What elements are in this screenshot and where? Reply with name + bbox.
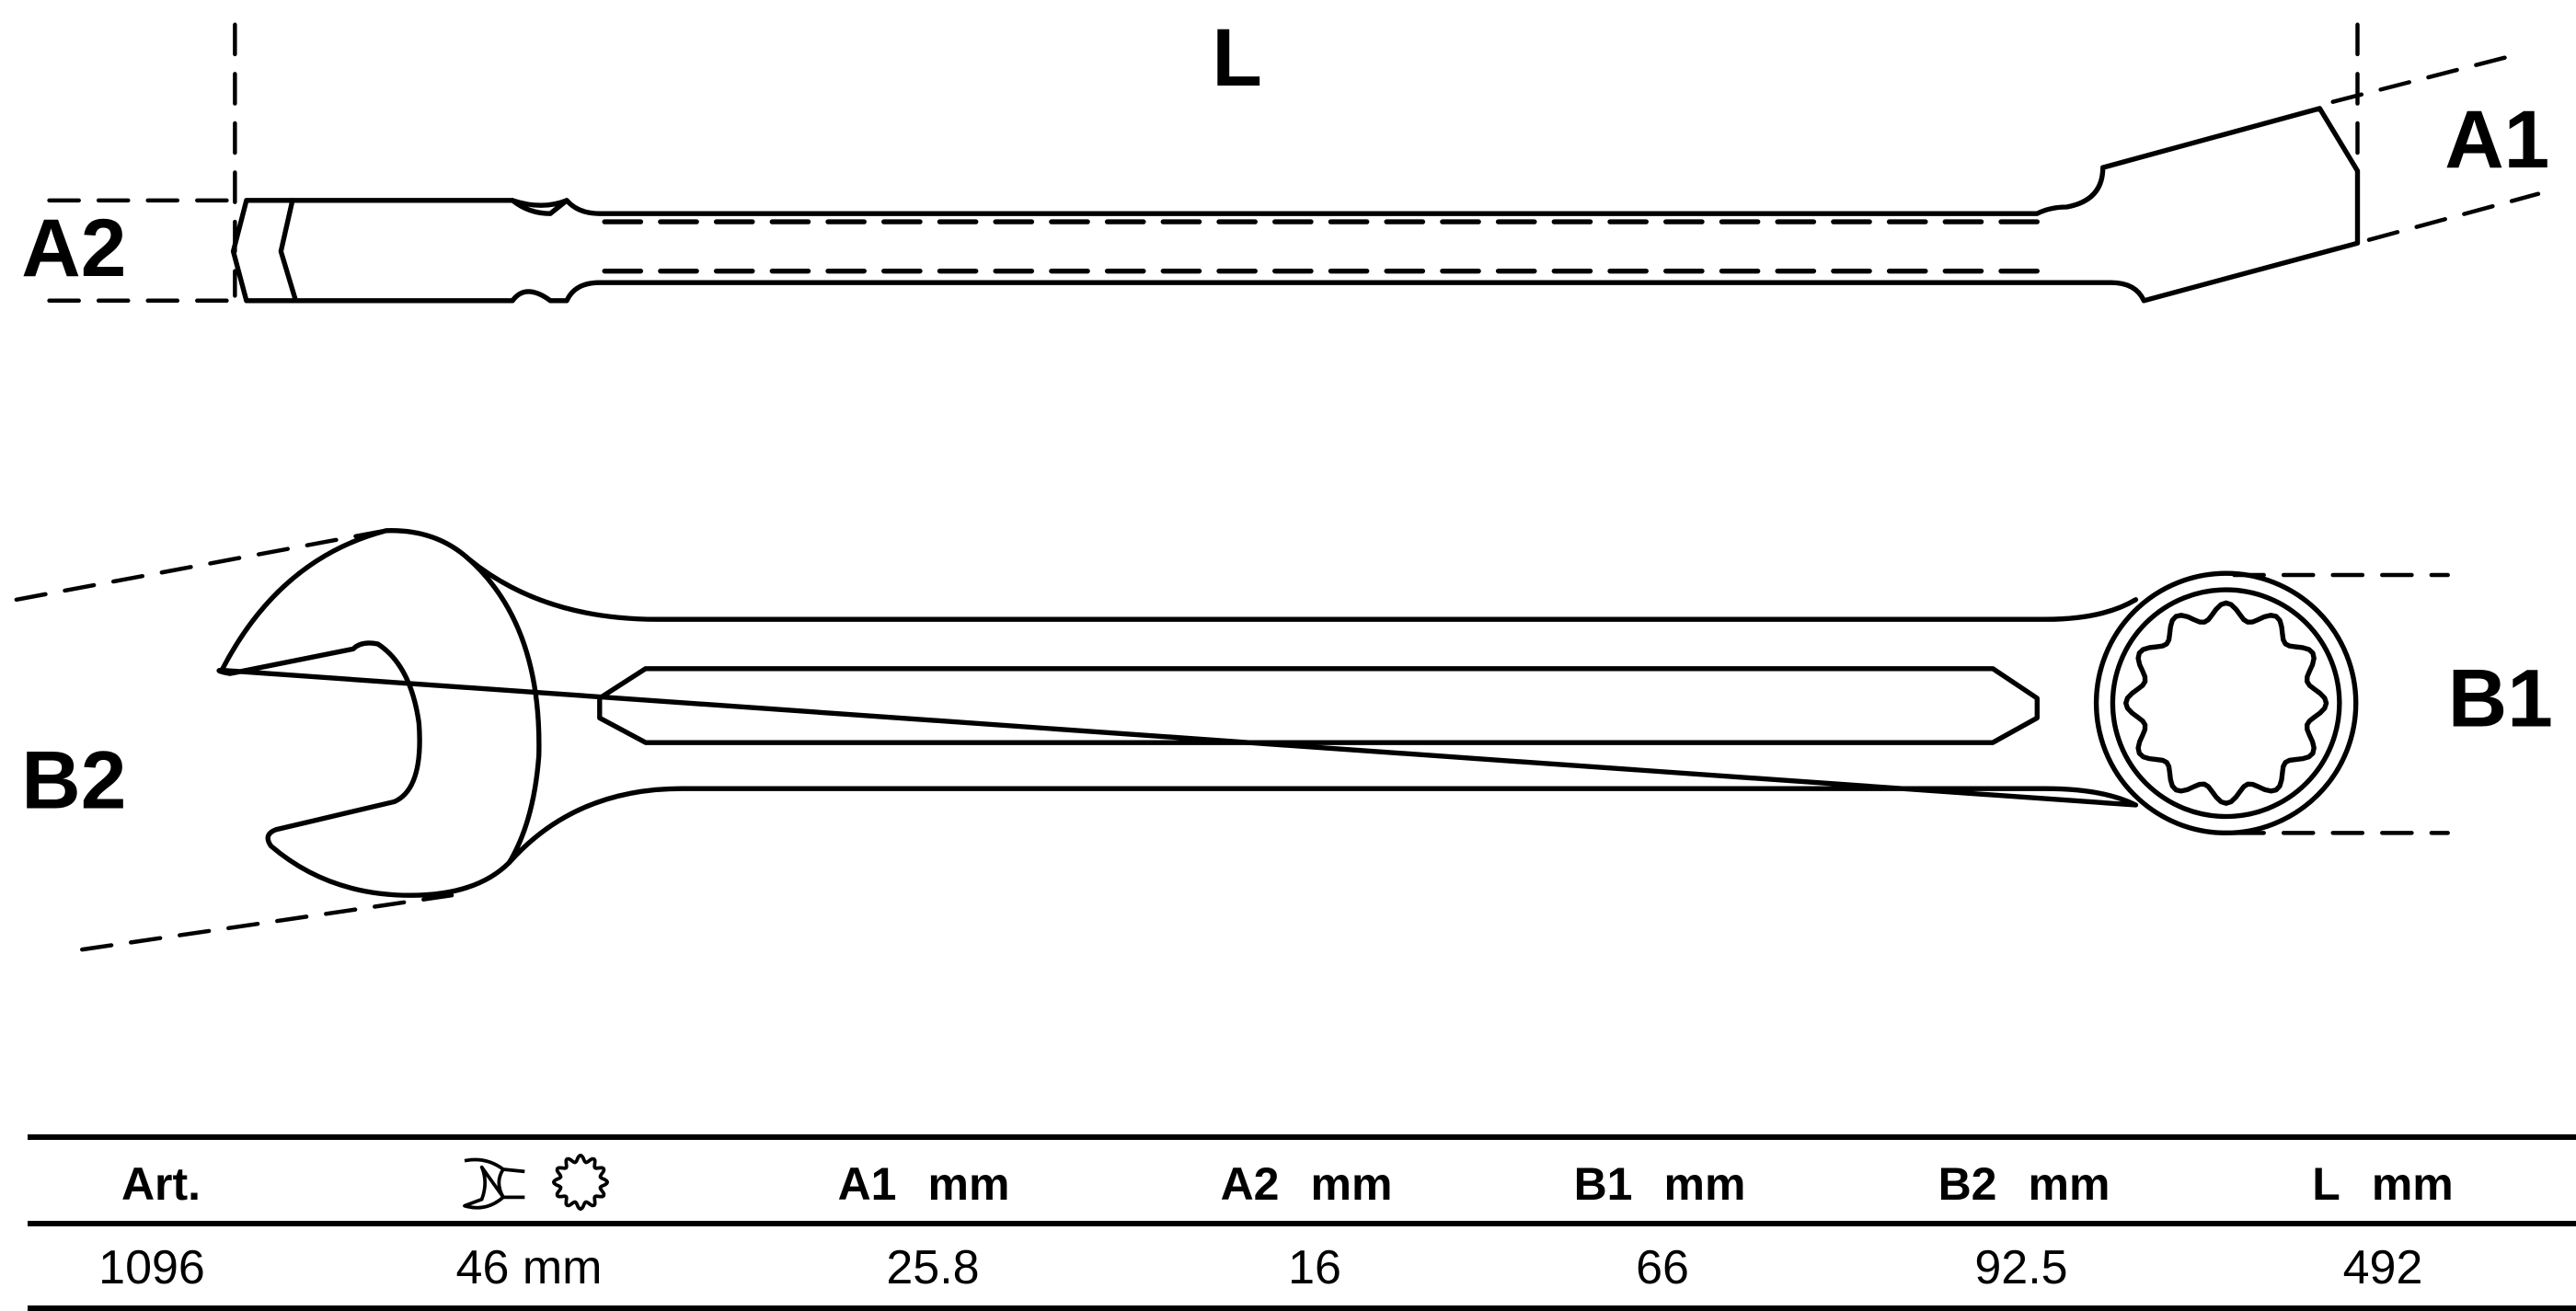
dimension-label-b1: B1	[2448, 651, 2553, 743]
header-b2: B2 mm	[1938, 1158, 2110, 1210]
cell-b2: 92.5	[1974, 1241, 2068, 1294]
table-bottom-rule	[28, 1305, 2576, 1311]
dimension-label-a1: A1	[2444, 93, 2549, 185]
cell-size: 46 mm	[455, 1241, 603, 1294]
dimension-label-b2: B2	[21, 734, 126, 826]
header-a1: A1 mm	[837, 1158, 1010, 1210]
dimension-label-l: L	[1212, 11, 1262, 103]
header-b1: B1 mm	[1573, 1158, 1746, 1210]
wrench-side-view	[230, 106, 2361, 304]
table-header-rule	[28, 1221, 2576, 1226]
header-art: Art.	[121, 1158, 201, 1210]
open-end-wrench-icon	[463, 1157, 525, 1210]
ring-12-point-icon	[551, 1153, 610, 1212]
cell-art: 1096	[98, 1241, 205, 1294]
header-a2: A2 mm	[1220, 1158, 1393, 1210]
cell-a2: 16	[1288, 1241, 1341, 1294]
dimension-lines	[14, 22, 2541, 952]
table-top-rule	[28, 1134, 2576, 1140]
dimension-label-a2: A2	[21, 201, 126, 293]
cell-a1: 25.8	[886, 1241, 980, 1294]
wrench-front-view	[216, 528, 2359, 898]
header-size-icon	[437, 1150, 621, 1223]
cell-l: 492	[2342, 1241, 2423, 1294]
cell-b1: 66	[1636, 1241, 1689, 1294]
